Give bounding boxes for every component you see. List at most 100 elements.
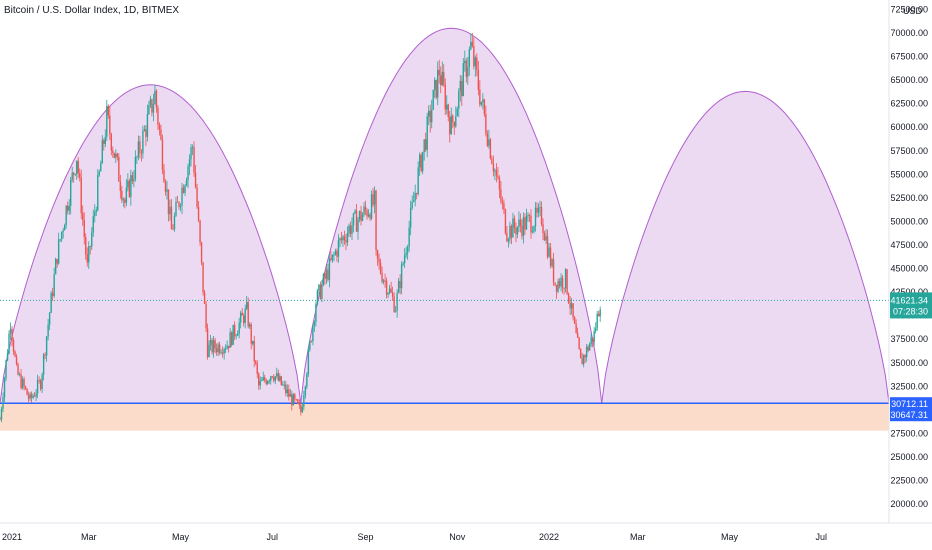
candle-body [348, 225, 350, 234]
candle-body [524, 217, 526, 230]
candle-body [403, 255, 406, 264]
candle-body [295, 399, 298, 401]
candle-body [573, 317, 576, 324]
candle-body [26, 388, 28, 395]
candle-body [217, 344, 219, 353]
candle-body [33, 395, 36, 397]
candle-body [572, 303, 574, 318]
candle-body [322, 274, 325, 285]
x-tick-label: Jul [816, 532, 828, 542]
candle-body [557, 281, 559, 292]
x-tick-label: May [172, 532, 190, 542]
chart-title: Bitcoin / U.S. Dollar Index, 1D, BITMEX [4, 5, 180, 16]
candle-body [515, 228, 517, 235]
candle-body [312, 325, 314, 342]
candle-body [21, 378, 24, 389]
candle-body [124, 199, 126, 203]
candle-body [197, 206, 200, 221]
candle-body [363, 206, 365, 215]
candle-body [71, 172, 73, 180]
candle-body [352, 213, 355, 226]
candle-body [325, 269, 328, 279]
candle-body [578, 337, 580, 349]
candle-body [203, 292, 206, 304]
x-tick-label: 2021 [2, 532, 22, 542]
candle-body [397, 281, 400, 293]
candle-body [382, 280, 385, 282]
y-tick-label: 57500.00 [890, 146, 928, 156]
x-tick-label: May [721, 532, 739, 542]
y-tick-label: 42500.00 [890, 287, 928, 297]
candle-body [94, 211, 96, 217]
candle-body [307, 349, 310, 374]
candle-body [151, 99, 153, 113]
candle-body [118, 156, 120, 182]
candle-body [394, 310, 397, 312]
candle-body [148, 105, 150, 115]
candle-body [498, 177, 501, 190]
candle-body [265, 380, 267, 385]
candle-body [179, 205, 182, 207]
candle-body [361, 214, 364, 221]
candle-body [241, 312, 243, 316]
candle-body [106, 106, 108, 137]
candle-body [125, 187, 128, 203]
candle-body [185, 180, 188, 186]
candle-body [30, 393, 33, 398]
candle-body [273, 377, 275, 381]
candle-body [54, 258, 57, 275]
y-tick-label: 72500.00 [890, 4, 928, 14]
candle-body [3, 378, 6, 398]
candle-body [533, 226, 535, 232]
candle-body [552, 259, 555, 283]
candle-body [310, 341, 313, 342]
candle-body [215, 348, 218, 353]
candle-body [48, 312, 51, 325]
candle-body [497, 175, 499, 178]
y-tick-label: 50000.00 [890, 216, 928, 226]
candle-body [482, 99, 484, 102]
candle-body [560, 277, 562, 287]
y-tick-label: 27500.00 [890, 428, 928, 438]
candle-body [149, 99, 152, 106]
y-tick-label: 37500.00 [890, 334, 928, 344]
candle-body [112, 150, 114, 153]
candle-body [163, 169, 165, 182]
time-axis[interactable]: 2021 Mar May Jul Sep Nov 2022 Mar May Jul [0, 522, 932, 550]
candle-body [157, 107, 159, 125]
candle-body [261, 380, 263, 382]
x-tick-label: Nov [449, 532, 466, 542]
candle-body [412, 200, 415, 203]
x-tick-label: 2022 [539, 532, 559, 542]
candle-body [458, 91, 460, 109]
candle-body [128, 180, 131, 197]
candle-body [357, 219, 359, 232]
candle-body [256, 363, 258, 374]
price-axis[interactable]: 20000.0022500.0025000.0027500.0030000.00… [888, 0, 932, 550]
candle-body [291, 394, 293, 406]
candle-body [328, 258, 331, 280]
candle-body [172, 229, 174, 231]
candle-body [113, 152, 116, 158]
candle-body [145, 129, 147, 137]
candle-body [418, 154, 421, 168]
candle-body [191, 147, 194, 148]
candle-body [100, 163, 102, 172]
candle-body [327, 269, 329, 280]
candle-body [339, 238, 341, 241]
candle-body [468, 49, 471, 67]
candle-body [372, 194, 374, 205]
y-tick-label: 62500.00 [890, 99, 928, 109]
horizontal-lines [0, 299, 889, 404]
candle-body [173, 215, 176, 230]
candle-body [188, 159, 191, 167]
candle-body [211, 339, 213, 353]
candle-body [545, 236, 547, 241]
candle-body [405, 252, 407, 256]
candle-body [319, 284, 322, 299]
candle-body [473, 46, 475, 67]
candle-body [569, 302, 571, 309]
candle-body [324, 274, 326, 279]
candle-body [540, 207, 543, 225]
